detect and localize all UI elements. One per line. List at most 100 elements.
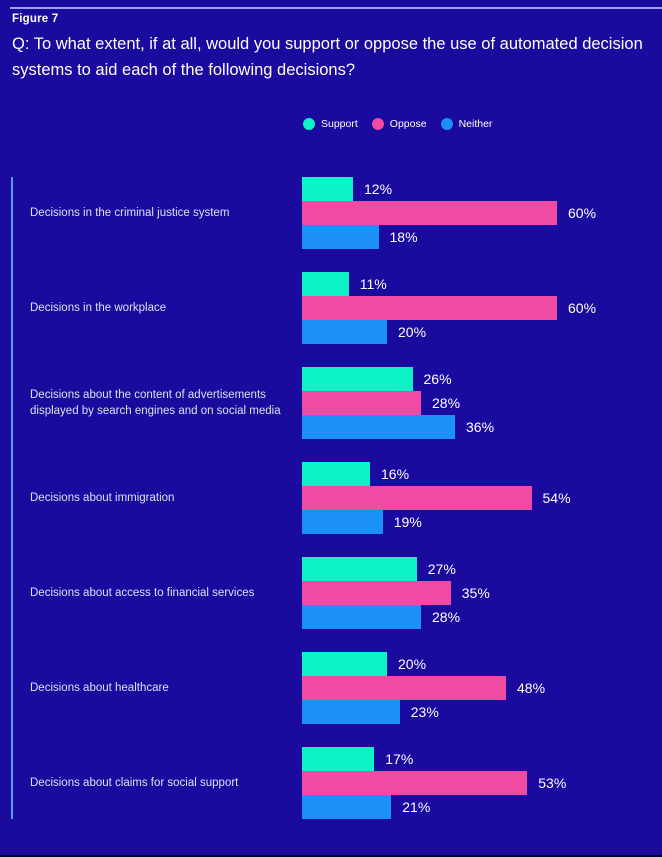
value-label-oppose: 35%	[461, 585, 490, 601]
category-label: Decisions about healthcare	[30, 682, 169, 694]
bar-oppose	[302, 296, 557, 320]
value-label-support: 27%	[427, 561, 456, 577]
support-dot-icon	[303, 118, 315, 130]
bar-oppose	[302, 581, 451, 605]
bar-support	[302, 747, 375, 771]
value-label-neither: 19%	[393, 514, 422, 530]
category-label: Decisions about claims for social suppor…	[30, 777, 239, 789]
neither-dot-icon	[440, 118, 453, 130]
bar-row: 20%	[302, 652, 545, 676]
value-label-oppose: 60%	[568, 300, 597, 316]
bar-stack: 27% 35% 28%	[302, 557, 490, 629]
bar-neither	[302, 415, 455, 439]
value-label-neither: 23%	[410, 704, 439, 720]
bar-row: 12%	[302, 177, 596, 201]
value-label-support: 12%	[364, 181, 393, 197]
oppose-dot-icon	[371, 118, 384, 130]
bar-support	[302, 367, 413, 391]
bar-row: 28%	[302, 605, 490, 629]
bar-neither	[302, 700, 400, 724]
bar-row: 53%	[302, 771, 566, 795]
category-label: Decisions in the criminal justice system	[30, 207, 230, 219]
value-label-support: 11%	[359, 276, 387, 292]
bar-oppose	[302, 391, 421, 415]
category-label: Decisions about access to financial serv…	[30, 587, 255, 599]
bar-support	[302, 272, 349, 296]
bar-row: 48%	[302, 676, 545, 700]
bar-group: Decisions about access to financial serv…	[0, 557, 662, 629]
bar-neither	[302, 795, 392, 819]
legend-label-neither: Neither	[458, 118, 493, 130]
bar-support	[302, 462, 370, 486]
bar-row: 11%	[302, 272, 596, 296]
value-label-support: 16%	[381, 466, 410, 482]
bar-stack: 20% 48% 23%	[302, 652, 545, 724]
bar-stack: 17% 53% 21%	[302, 747, 566, 819]
category-label: Decisions about the content of advertise…	[30, 389, 281, 417]
value-label-oppose: 60%	[568, 205, 597, 221]
category-label: Decisions in the workplace	[30, 302, 167, 314]
bar-row: 54%	[302, 486, 571, 510]
legend: Support Oppose Neither	[303, 118, 492, 130]
bar-row: 35%	[302, 581, 490, 605]
bar-oppose	[302, 201, 557, 225]
value-label-oppose: 53%	[538, 775, 567, 791]
bar-oppose	[302, 486, 532, 510]
legend-label-support: Support	[321, 118, 358, 130]
bar-support	[302, 652, 387, 676]
top-accent-line	[10, 7, 662, 9]
bar-group: Decisions about the content of advertise…	[0, 367, 662, 439]
bar-row: 20%	[302, 320, 596, 344]
legend-label-oppose: Oppose	[389, 118, 427, 130]
bar-stack: 26% 28% 36%	[302, 367, 494, 439]
bar-row: 17%	[302, 747, 566, 771]
bar-row: 26%	[302, 367, 494, 391]
bar-row: 16%	[302, 462, 571, 486]
bar-row: 27%	[302, 557, 490, 581]
value-label-neither: 28%	[432, 609, 461, 625]
bar-row: 60%	[302, 201, 596, 225]
value-label-neither: 20%	[398, 324, 427, 340]
value-label-neither: 18%	[389, 229, 418, 245]
bar-neither	[302, 605, 421, 629]
bar-support	[302, 557, 417, 581]
bar-group: Decisions about healthcare 20% 48% 23%	[0, 652, 662, 724]
chart-axis-line	[11, 177, 13, 819]
bar-neither	[302, 320, 387, 344]
legend-item-oppose: Oppose	[371, 118, 427, 130]
value-label-neither: 36%	[466, 419, 495, 435]
bar-stack: 16% 54% 19%	[302, 462, 571, 534]
legend-item-support: Support	[303, 118, 358, 130]
bar-row: 18%	[302, 225, 596, 249]
bar-row: 23%	[302, 700, 545, 724]
value-label-neither: 21%	[402, 799, 431, 815]
value-label-support: 17%	[385, 751, 414, 767]
bar-group: Decisions about immigration 16% 54% 19%	[0, 462, 662, 534]
value-label-oppose: 54%	[542, 490, 571, 506]
bar-row: 21%	[302, 795, 566, 819]
bar-row: 36%	[302, 415, 494, 439]
bar-neither	[302, 510, 383, 534]
bar-oppose	[302, 771, 528, 795]
bar-stack: 12% 60% 18%	[302, 177, 596, 249]
value-label-oppose: 48%	[517, 680, 546, 696]
bar-group: Decisions in the criminal justice system…	[0, 177, 662, 249]
value-label-support: 20%	[398, 656, 427, 672]
bar-group: Decisions in the workplace 11% 60% 20%	[0, 272, 662, 344]
question-text: Q: To what extent, if at all, would you …	[12, 35, 643, 79]
bar-stack: 11% 60% 20%	[302, 272, 596, 344]
bar-row: 60%	[302, 296, 596, 320]
bar-oppose	[302, 676, 506, 700]
bottom-edge-line	[0, 855, 662, 857]
legend-item-neither: Neither	[440, 118, 493, 130]
bar-group: Decisions about claims for social suppor…	[0, 747, 662, 819]
value-label-support: 26%	[423, 371, 452, 387]
bar-support	[302, 177, 353, 201]
bar-neither	[302, 225, 379, 249]
value-label-oppose: 28%	[432, 395, 461, 411]
bar-row: 28%	[302, 391, 494, 415]
bar-row: 19%	[302, 510, 571, 534]
category-label: Decisions about immigration	[30, 492, 175, 504]
